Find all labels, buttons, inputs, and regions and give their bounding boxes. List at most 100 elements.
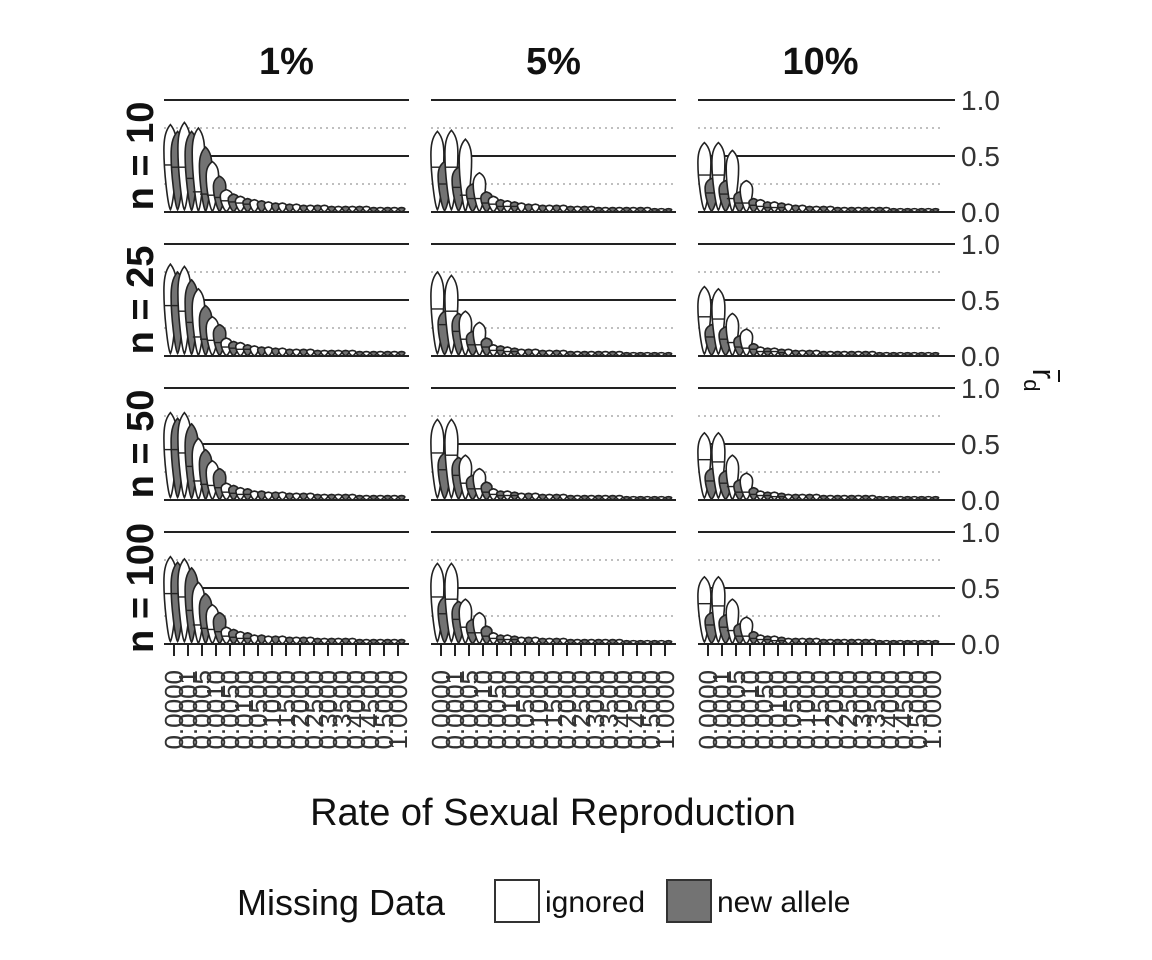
violin-new-allele	[847, 206, 856, 213]
y-tick-label: 0.5	[961, 141, 1000, 172]
svg-text:rd: rd	[1019, 369, 1062, 392]
facet-panel	[697, 243, 943, 357]
y-tick-label: 1.0	[961, 373, 1000, 404]
violin-ignored	[348, 349, 357, 357]
violin-ignored	[896, 351, 905, 357]
violin-new-allele	[538, 204, 547, 213]
facet-panel	[430, 531, 676, 645]
violin-new-allele	[636, 351, 645, 357]
violin-ignored	[249, 490, 260, 501]
violin-ignored	[601, 350, 610, 357]
violin-new-allele	[566, 205, 575, 213]
violin-ignored	[643, 495, 652, 501]
x-tick-label: 0.1000	[524, 670, 554, 750]
violin-ignored	[348, 205, 357, 213]
legend-title: Missing Data	[237, 882, 446, 923]
facet-panels	[163, 99, 943, 645]
x-tick-label: 0.0500	[243, 670, 273, 750]
legend-label-new-allele: new allele	[717, 886, 850, 919]
violin-ignored	[643, 351, 652, 357]
violin-ignored	[657, 495, 666, 501]
violin-new-allele	[594, 494, 603, 501]
violin-new-allele	[622, 206, 631, 213]
violin-ignored	[657, 207, 666, 213]
violin-ignored	[868, 206, 877, 213]
violin-ignored	[601, 638, 610, 645]
violin-new-allele	[299, 636, 308, 645]
violin-new-allele	[580, 638, 589, 645]
violin-ignored	[798, 637, 807, 645]
violin-new-allele	[552, 637, 561, 645]
violin-ignored	[882, 639, 891, 645]
violin-new-allele	[931, 207, 940, 213]
violin-ignored	[910, 351, 919, 357]
violin-new-allele	[524, 636, 533, 645]
violin-ignored	[531, 348, 540, 357]
legend-key-new-allele	[666, 879, 712, 923]
violin-new-allele	[847, 350, 856, 357]
x-tick-label: 0.2500	[299, 670, 329, 750]
violin-ignored	[896, 207, 905, 213]
violin-ignored	[334, 637, 343, 645]
x-tick-label: 1.0000	[650, 670, 680, 750]
column-facet-label: 1%	[259, 41, 314, 83]
violin-ignored	[263, 635, 273, 645]
violin-ignored	[812, 493, 821, 501]
violin-new-allele	[397, 494, 406, 501]
violin-new-allele	[861, 638, 870, 645]
violin-new-allele	[369, 350, 378, 357]
violin-new-allele	[538, 637, 547, 645]
y-axis-title-subscript: d	[1019, 379, 1044, 391]
violin-new-allele	[341, 493, 350, 501]
violin-ignored	[798, 349, 807, 357]
x-tick-label: 0.4500	[622, 670, 652, 750]
violin-new-allele	[819, 638, 828, 645]
violin-ignored	[882, 206, 891, 213]
violin-ignored	[910, 639, 919, 645]
x-tick-label: 0.0010	[468, 670, 498, 750]
x-tick-label: 0.1000	[257, 670, 287, 750]
x-tick-label: 0.0050	[482, 670, 512, 750]
violin-new-allele	[903, 495, 912, 501]
violin-ignored	[320, 637, 329, 645]
violin-ignored	[910, 495, 919, 501]
violin-ignored	[798, 204, 807, 213]
violin-ignored	[615, 638, 624, 645]
x-tick-label: 0.1500	[538, 670, 568, 750]
row-facet-label: n = 100	[120, 523, 162, 653]
violin-ignored	[657, 351, 666, 357]
violin-ignored	[362, 494, 371, 501]
violin-ignored	[334, 205, 343, 213]
violin-new-allele	[664, 639, 673, 645]
x-axis-title: Rate of Sexual Reproduction	[310, 792, 796, 834]
x-tick-label: 0.0000	[159, 670, 189, 750]
violin-ignored	[573, 205, 582, 213]
violin-ignored	[882, 495, 891, 501]
violin-new-allele	[327, 205, 336, 213]
x-tick-label: 0.1500	[271, 670, 301, 750]
x-tick-label: 0.0100	[763, 670, 793, 750]
x-tick-label: 0.0050	[749, 670, 779, 750]
violin-new-allele	[285, 492, 294, 501]
facet-panel	[163, 99, 409, 213]
x-tick-label: 0.2500	[566, 670, 596, 750]
violin-ignored	[601, 206, 610, 213]
violin-ignored	[376, 206, 385, 213]
x-tick-label: 0.0500	[510, 670, 540, 750]
violin-ignored	[362, 638, 371, 645]
violin-new-allele	[636, 206, 645, 213]
violin-new-allele	[327, 349, 336, 357]
violin-new-allele	[355, 638, 364, 645]
violin-new-allele	[861, 350, 870, 357]
violin-new-allele	[538, 349, 547, 357]
violin-ignored	[629, 495, 638, 501]
row-facet-label: n = 25	[120, 246, 162, 355]
legend-label-ignored: ignored	[545, 886, 645, 919]
violin-ignored	[390, 206, 399, 213]
violin-new-allele	[580, 494, 589, 501]
violin-ignored	[643, 206, 652, 213]
y-axis: 0.00.51.00.00.51.00.00.51.00.00.51.0	[943, 85, 1000, 660]
violin-new-allele	[580, 350, 589, 357]
violin-new-allele	[299, 348, 308, 357]
